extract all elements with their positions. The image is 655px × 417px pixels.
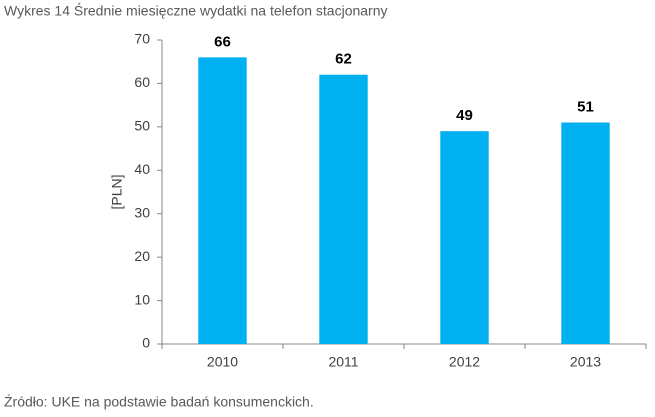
y-tick-label: 10 — [134, 291, 150, 307]
y-tick-label: 30 — [134, 204, 150, 220]
y-tick-label: 0 — [142, 335, 150, 351]
x-tick-label: 2011 — [328, 354, 358, 370]
y-tick-label: 50 — [134, 118, 150, 134]
bar — [319, 74, 368, 344]
data-label: 62 — [335, 51, 352, 68]
y-tick-label: 60 — [134, 74, 150, 90]
chart-title: Wykres 14 Średnie miesięczne wydatki na … — [4, 2, 388, 19]
data-label: 49 — [456, 107, 473, 124]
data-label: 66 — [214, 33, 231, 50]
y-tick-label: 70 — [134, 31, 150, 47]
x-tick-label: 2012 — [449, 354, 480, 370]
x-tick-label: 2010 — [207, 354, 238, 370]
bar — [440, 131, 489, 344]
y-tick-label: 40 — [134, 161, 150, 177]
x-tick-label: 2013 — [570, 354, 601, 370]
y-tick-label: 20 — [134, 248, 150, 264]
source: Źródło: UKE na podstawie badań konsumenc… — [4, 394, 314, 410]
bar — [198, 57, 247, 344]
data-label: 51 — [577, 98, 594, 115]
bar — [561, 122, 610, 344]
y-axis-label: [PLN] — [109, 174, 125, 209]
